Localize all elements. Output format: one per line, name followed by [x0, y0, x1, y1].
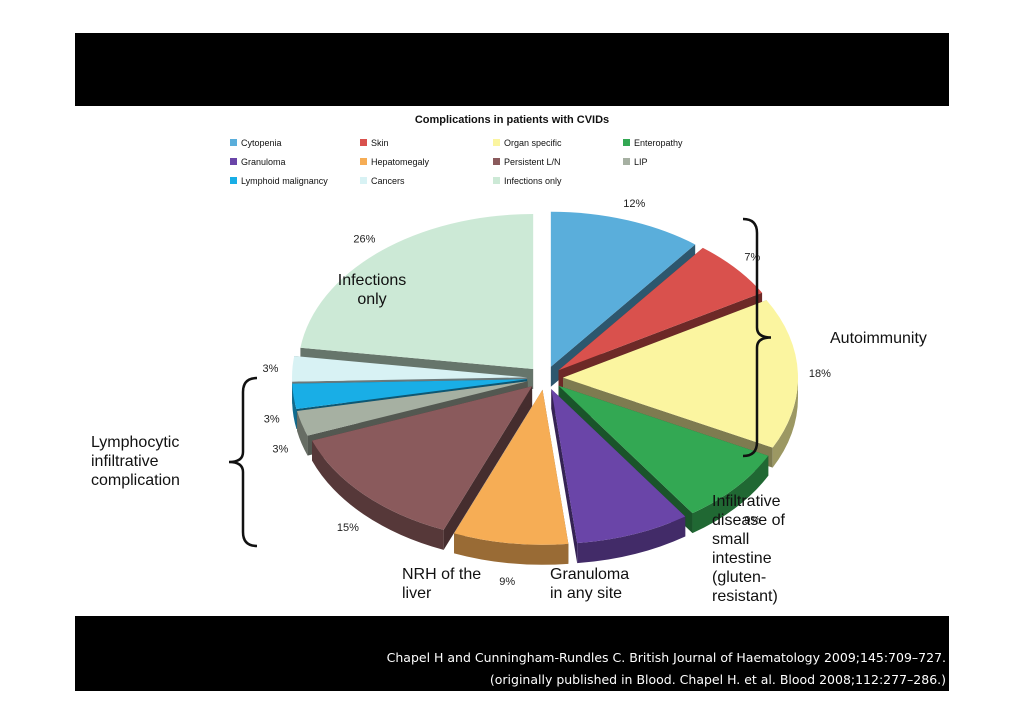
legend-label: Skin	[371, 138, 389, 148]
chart-area: Complications in patients with CVIDs Cyt…	[75, 106, 949, 616]
infections-only-line-1: only	[357, 291, 387, 308]
legend-item-cytopenia: Cytopenia	[230, 138, 282, 148]
legend-label: Persistent L/N	[504, 157, 561, 167]
legend-label: Granuloma	[241, 157, 286, 167]
slice-label-enteropathy: 9%	[744, 514, 760, 526]
legend-swatch	[360, 158, 367, 165]
lymphocytic-line-1: infiltrative	[91, 453, 159, 470]
annotation-granuloma: Granuloma in any site	[550, 565, 629, 603]
legend-swatch	[230, 139, 237, 146]
slice-label-cytopenia: 12%	[623, 198, 645, 210]
granuloma-line-0: Granuloma	[550, 566, 630, 583]
slice-label-lip: 3%	[272, 443, 288, 455]
legend-swatch	[493, 177, 500, 184]
legend-label: Infections only	[504, 176, 562, 186]
citation-line-1: Chapel H and Cunningham-Rundles C. Briti…	[386, 650, 946, 665]
legend-swatch	[623, 139, 630, 146]
legend-item-hepatomegaly: Hepatomegaly	[360, 157, 429, 167]
annotation-infiltrative-disease: Infiltrative disease of small intestine (glu…	[712, 492, 785, 606]
slice-label-infections-only: 26%	[353, 234, 375, 246]
annotation-lymphocytic: Lymphocytic infiltrative complication	[91, 433, 180, 490]
pie-slice-persistent-l-n	[312, 386, 533, 550]
legend-swatch	[230, 158, 237, 165]
infiltrative-line-5: resistant)	[712, 588, 778, 605]
nrh-line-1: liver	[402, 585, 432, 602]
pie-chart: 12%7%18%9%9%15%3%3%3%26%	[228, 198, 831, 588]
legend-label: Cytopenia	[241, 138, 282, 148]
slice-label-persistent-l-n: 15%	[337, 522, 359, 534]
brace-lymphocytic	[228, 376, 258, 548]
slice-label-lymphoid-malignancy: 3%	[264, 413, 280, 425]
infiltrative-line-0: Infiltrative	[712, 493, 781, 510]
annotation-nrh-liver: NRH of the liver	[402, 565, 481, 603]
citation-line-2: (originally published in Blood. Chapel H…	[489, 672, 946, 687]
infiltrative-line-1: disease of	[712, 512, 785, 529]
annotation-autoimmunity: Autoimmunity	[830, 330, 927, 347]
legend-item-granuloma: Granuloma	[230, 157, 286, 167]
lymphocytic-line-2: complication	[91, 472, 180, 489]
slice-label-cancers: 3%	[262, 363, 278, 375]
legend-label: Lymphoid malignancy	[241, 176, 328, 186]
legend-item-lip: LIP	[623, 157, 648, 167]
infections-only-line-0: Infections	[337, 272, 407, 289]
nrh-line-0: NRH of the	[402, 566, 482, 583]
legend-swatch	[623, 158, 630, 165]
legend-swatch	[493, 139, 500, 146]
legend-label: Enteropathy	[634, 138, 683, 148]
annotation-infections-only: Infections only	[327, 271, 417, 309]
legend-label: Hepatomegaly	[371, 157, 430, 167]
slice-label-hepatomegaly: 9%	[499, 576, 515, 588]
infiltrative-line-4: (gluten-	[712, 569, 767, 586]
legend-swatch	[360, 177, 367, 184]
lymphocytic-line-0: Lymphocytic	[91, 434, 180, 451]
legend-swatch	[230, 177, 237, 184]
pie-slice-granuloma	[551, 389, 686, 564]
legend-label: LIP	[634, 157, 648, 167]
legend-item-lymphoid-malignancy: Lymphoid malignancy	[230, 176, 328, 186]
infiltrative-line-2: small	[712, 531, 750, 548]
legend-item-cancers: Cancers	[360, 176, 405, 186]
legend-item-organ-specific: Organ specific	[493, 138, 562, 148]
legend-item-infections-only: Infections only	[493, 176, 562, 186]
legend-swatch	[493, 158, 500, 165]
infiltrative-line-3: intestine	[712, 550, 772, 567]
legend-item-persistent-l-n: Persistent L/N	[493, 157, 561, 167]
granuloma-line-1: in any site	[550, 585, 623, 602]
slice-label-organ-specific: 18%	[809, 368, 831, 380]
legend-label: Cancers	[371, 176, 405, 186]
chart-title: Complications in patients with CVIDs	[414, 114, 610, 126]
legend-swatch	[360, 139, 367, 146]
legend-label: Organ specific	[504, 138, 562, 148]
brace-autoimmunity	[742, 217, 772, 458]
legend-item-skin: Skin	[360, 138, 389, 148]
pie-slice-hepatomegaly	[454, 389, 569, 565]
legend-item-enteropathy: Enteropathy	[623, 138, 683, 148]
